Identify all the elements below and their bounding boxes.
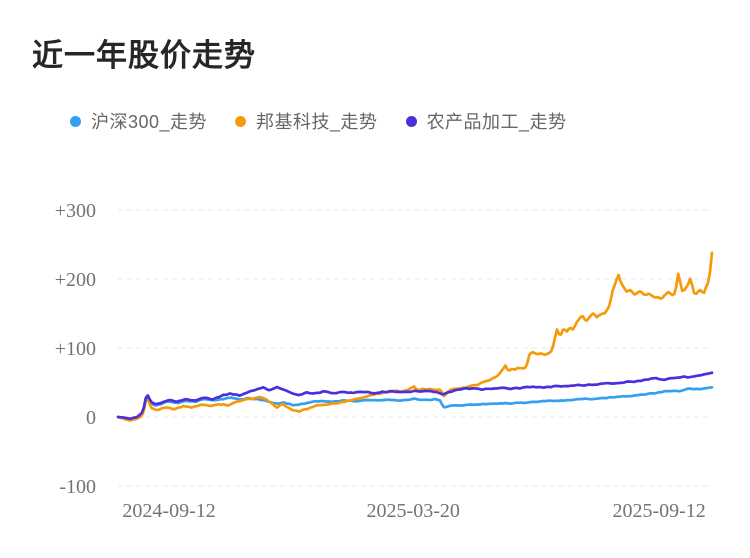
series-line-bangji-tech[interactable] xyxy=(116,251,714,422)
page-title: 近一年股价走势 xyxy=(32,38,256,73)
legend-label: 邦基科技_走势 xyxy=(256,112,378,132)
y-axis-tick-label: -100 xyxy=(59,476,96,498)
y-axis-tick-label: +300 xyxy=(55,200,96,222)
x-axis-tick-label: 2024-09-12 xyxy=(122,500,215,522)
series-line-csi300[interactable] xyxy=(116,385,714,422)
legend-label: 农产品加工_走势 xyxy=(426,112,567,132)
chart-legend: 沪深300_走势 邦基科技_走势 农产品加工_走势 xyxy=(70,108,567,134)
legend-item-csi300[interactable]: 沪深300_走势 xyxy=(70,108,207,134)
legend-item-agri-processing[interactable]: 农产品加工_走势 xyxy=(405,108,567,134)
y-axis-tick-label: +100 xyxy=(55,338,96,360)
legend-dot-csi300 xyxy=(70,115,81,127)
x-axis-tick-label: 2025-03-20 xyxy=(367,500,460,522)
legend-label: 沪深300_走势 xyxy=(91,112,208,132)
legend-item-bangji-tech[interactable]: 邦基科技_走势 xyxy=(235,108,378,134)
y-axis-tick-label: 0 xyxy=(86,407,96,429)
legend-dot-bangji-tech xyxy=(235,115,247,127)
series-line-agri-processing[interactable] xyxy=(116,371,714,421)
legend-dot-agri-processing xyxy=(405,115,417,127)
x-axis-tick-label: 2025-09-12 xyxy=(612,500,705,522)
y-axis-tick-label: +200 xyxy=(55,269,96,291)
